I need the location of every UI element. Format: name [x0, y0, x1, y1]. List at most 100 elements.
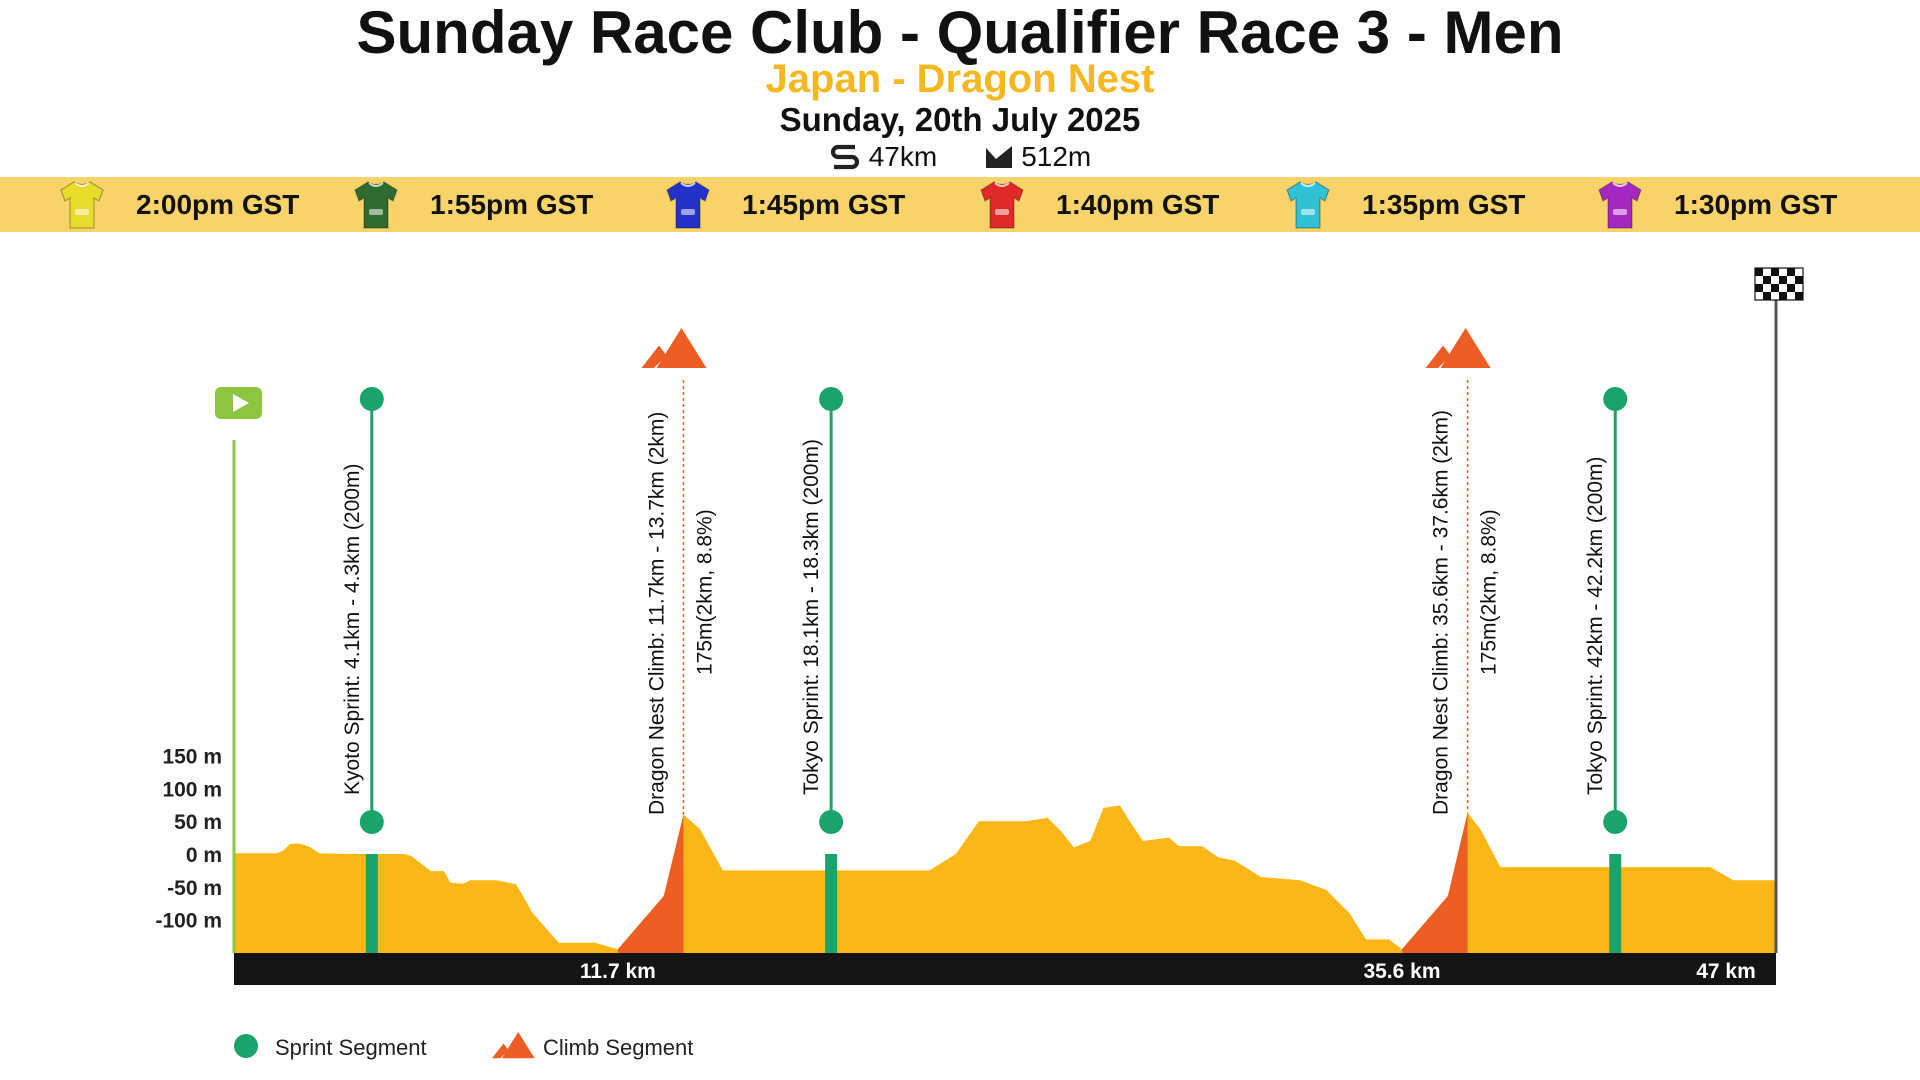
sprint-marker-top-dot — [819, 387, 844, 411]
category-start-time: 1:55pm GST — [430, 188, 594, 220]
climb-mountain-icon — [492, 1032, 535, 1059]
climb-detail-label: 175m(2km, 8.8%) — [693, 509, 716, 675]
elevation-area — [234, 805, 1776, 953]
jersey-body — [1598, 180, 1642, 229]
y-tick-label: 50 m — [174, 811, 222, 834]
elevation-value: 512m — [1021, 141, 1092, 172]
race-stats: 47km 512m — [0, 141, 1920, 173]
sprint-marker-top-dot — [1603, 387, 1628, 411]
jersey-icon — [666, 180, 710, 229]
course-subtitle: Japan - Dragon Nest — [765, 57, 1155, 101]
legend-climb-label: Climb Segment — [543, 1035, 693, 1060]
flag-square — [1779, 284, 1787, 292]
sprint-marker-bottom-dot — [1603, 810, 1628, 834]
x-tick-label: 11.7 km — [580, 960, 656, 983]
flag-square — [1763, 268, 1771, 276]
route-icon — [830, 144, 859, 170]
x-tick-label: 47 km — [1696, 960, 1756, 983]
flag-square — [1795, 276, 1803, 284]
sprint-marker-top-dot — [359, 387, 384, 411]
climb-icon-large-peak — [656, 328, 707, 368]
category-start-time: 1:40pm GST — [1056, 188, 1220, 220]
jersey-body — [1286, 180, 1330, 229]
category-start-item: 1:35pm GST — [1284, 177, 1525, 232]
race-title: Sunday Race Club - Qualifier Race 3 - Me… — [356, 0, 1564, 66]
flag-square — [1763, 276, 1771, 284]
sprint-dot-icon — [234, 1034, 258, 1058]
flag-square — [1755, 276, 1763, 284]
flag-square — [1763, 284, 1771, 292]
category-start-time: 1:45pm GST — [742, 188, 906, 220]
y-tick-label: 150 m — [162, 745, 222, 768]
distance-axis-bar — [234, 953, 1776, 985]
flag-square — [1795, 268, 1803, 276]
flag-square — [1787, 276, 1795, 284]
category-start-item: 1:45pm GST — [664, 177, 905, 232]
climb-icon-large-peak — [501, 1032, 535, 1059]
jersey-icon — [60, 180, 104, 229]
climb-icon-small-peak — [492, 1043, 509, 1059]
race-date: Sunday, 20th July 2025 — [779, 101, 1141, 138]
sprint-marker-bottom-dot — [819, 810, 844, 834]
category-start-item: 1:55pm GST — [352, 177, 593, 232]
y-tick-label: 0 m — [186, 844, 222, 867]
flag-square — [1779, 268, 1787, 276]
flag-square — [1795, 284, 1803, 292]
climb-icon — [1425, 328, 1491, 368]
jersey-body — [60, 180, 104, 229]
play-icon — [233, 394, 249, 412]
sprint-marker-bottom-dot — [359, 810, 384, 834]
y-tick-label: -50 m — [167, 877, 222, 900]
flag-square — [1787, 292, 1795, 300]
flag-square — [1787, 284, 1795, 292]
flag-square — [1787, 268, 1795, 276]
legend-sprint-label: Sprint Segment — [275, 1035, 427, 1060]
flag-square — [1795, 292, 1803, 300]
x-tick-label: 35.6 km — [1363, 960, 1440, 983]
jersey-body — [354, 180, 398, 229]
flag-square — [1755, 284, 1763, 292]
climb-icon-small-peak — [1425, 345, 1451, 368]
climb-segment-area — [1402, 812, 1468, 953]
climb-segment-label: Dragon Nest Climb: 35.6km - 37.6km (2km) — [1430, 410, 1453, 815]
sprint-segment-label: Tokyo Sprint: 18.1km - 18.3km (200m) — [800, 439, 823, 795]
flag-square — [1779, 276, 1787, 284]
y-tick-label: 100 m — [162, 778, 222, 801]
flag-square — [1755, 268, 1763, 276]
jersey-body — [980, 180, 1024, 229]
distance-value: 47km — [868, 141, 938, 172]
flag-square — [1755, 292, 1763, 300]
flag-square — [1771, 284, 1779, 292]
category-start-time: 1:35pm GST — [1362, 188, 1526, 220]
jersey-icon — [354, 180, 398, 229]
climb-icon-large-peak — [1440, 328, 1491, 368]
flag-square — [1771, 292, 1779, 300]
sprint-segment-bar — [365, 854, 378, 953]
y-tick-label: -100 m — [155, 910, 222, 933]
sprint-segment-bar — [1609, 854, 1622, 953]
flag-square — [1771, 276, 1779, 284]
distance-stat: 47km — [829, 141, 937, 173]
jersey-icon — [1286, 180, 1330, 229]
flag-square — [1779, 292, 1787, 300]
mountain-icon — [986, 146, 1013, 168]
climb-icon-small-peak — [641, 345, 667, 368]
elevation-stat: 512m — [985, 141, 1091, 173]
climb-segment-area — [617, 814, 684, 953]
category-start-item: 1:40pm GST — [978, 177, 1219, 232]
category-start-time: 2:00pm GST — [136, 188, 300, 220]
flag-square — [1763, 292, 1771, 300]
category-start-item: 2:00pm GST — [58, 177, 299, 232]
jersey-icon — [980, 180, 1024, 229]
category-start-times: 2:00pm GST 1:55pm GST 1:45pm GST 1:40pm … — [0, 177, 1920, 232]
flag-square — [1771, 268, 1779, 276]
sprint-segment-bar — [825, 854, 838, 953]
sprint-segment-label: Tokyo Sprint: 42km - 42.2km (200m) — [1584, 457, 1607, 795]
category-start-time: 1:30pm GST — [1674, 188, 1838, 220]
jersey-body — [666, 180, 710, 229]
checkered-flag-icon — [1754, 267, 1804, 301]
climb-icon — [641, 328, 707, 368]
sprint-segment-label: Kyoto Sprint: 4.1km - 4.3km (200m) — [341, 464, 364, 795]
category-start-item: 1:30pm GST — [1596, 177, 1837, 232]
